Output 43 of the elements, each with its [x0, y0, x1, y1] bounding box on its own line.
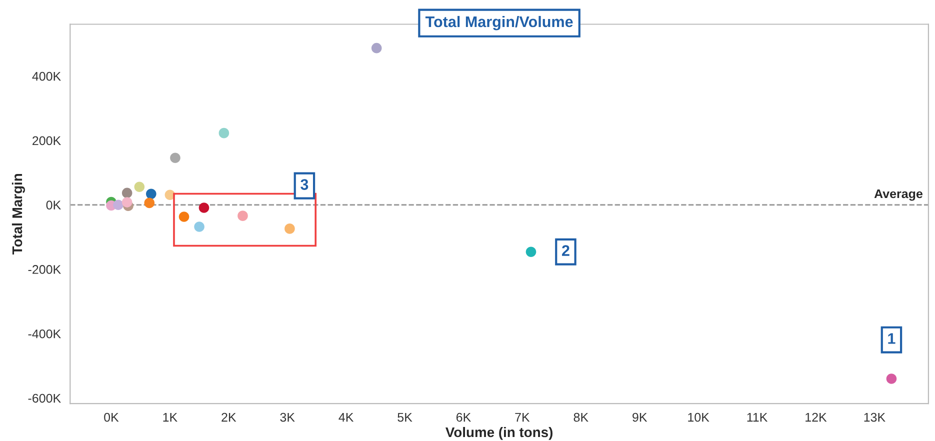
annotation: 3 [300, 179, 308, 190]
point [194, 222, 204, 232]
point [144, 198, 155, 208]
point [284, 224, 295, 234]
point [238, 210, 248, 221]
x-tick-label: 4K [338, 413, 354, 422]
x-tick-label: 0K [104, 412, 119, 422]
x-tick-label: 11K [747, 413, 768, 422]
point [526, 246, 536, 258]
point [886, 374, 897, 384]
y-tick-label: -600K [28, 394, 61, 403]
y-tick-label: 200K [32, 136, 61, 146]
x-tick-label: 1K [163, 413, 178, 422]
point [170, 152, 180, 164]
x-tick-label: 13K [864, 412, 886, 422]
x-tick-label: 2K [222, 412, 236, 422]
x-tick-label: 6K [456, 412, 471, 422]
chart-title: Total Margin/Volume [425, 16, 573, 30]
x-tick-label: 3K [280, 412, 295, 422]
point [122, 197, 132, 208]
y-axis-title: Total Margin [12, 174, 25, 254]
x-tick-label: 7K [515, 413, 530, 422]
x-tick-label: 9K [632, 412, 648, 422]
point [198, 202, 210, 213]
x-tick-label: 10K [688, 412, 710, 422]
ref-line-label: Average [874, 189, 922, 201]
point [134, 182, 145, 192]
point [122, 188, 132, 198]
x-tick-label: 12K [806, 412, 827, 422]
y-tick-label: 400K [32, 72, 61, 81]
point [178, 212, 190, 222]
point [218, 128, 230, 138]
y-tick-label: -400K [28, 329, 61, 338]
annotation: 2 [562, 245, 570, 256]
y-tick-label: 0K [46, 200, 61, 210]
annotation: 1 [888, 333, 896, 344]
x-tick-label: 8K [574, 412, 588, 422]
x-axis-title: Volume (in tons) [446, 426, 552, 440]
x-tick-label: 5K [398, 413, 412, 422]
point [371, 42, 382, 54]
point [146, 188, 156, 200]
point [113, 200, 124, 210]
y-tick-label: -200K [28, 265, 61, 274]
